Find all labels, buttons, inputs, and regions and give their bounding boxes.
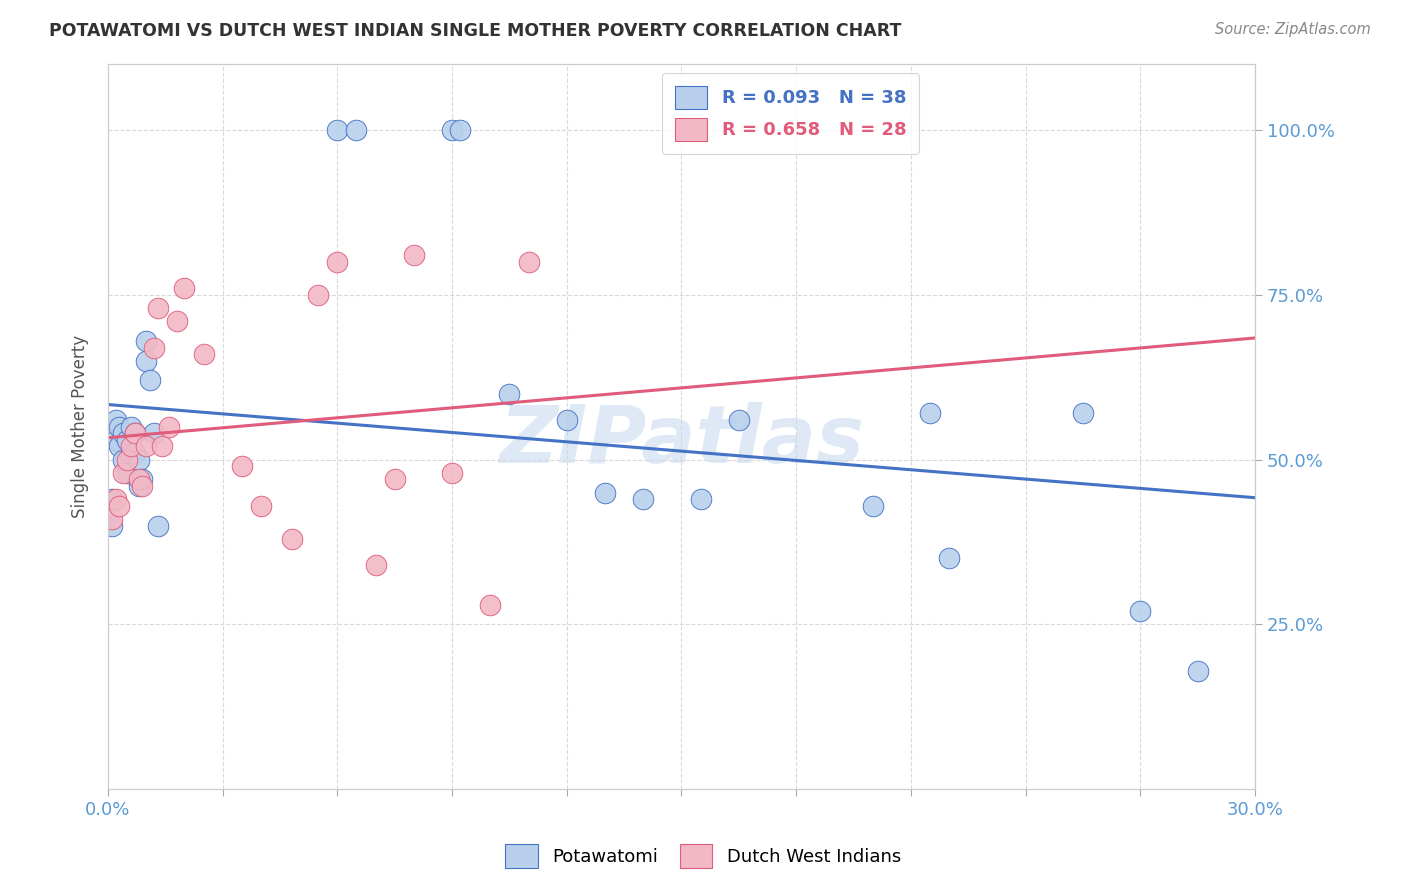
Text: ZIPatlas: ZIPatlas: [499, 402, 863, 480]
Point: [307, 287, 329, 301]
Point: [135, 439, 157, 453]
Point: [124, 426, 146, 441]
Point: [1071, 407, 1094, 421]
Point: [1187, 664, 1209, 678]
Point: [326, 255, 349, 269]
Point: [124, 446, 146, 460]
Point: [157, 419, 180, 434]
Text: Source: ZipAtlas.com: Source: ZipAtlas.com: [1215, 22, 1371, 37]
Point: [498, 386, 520, 401]
Point: [131, 479, 153, 493]
Point: [120, 446, 142, 460]
Point: [146, 301, 169, 315]
Point: [128, 479, 150, 493]
Point: [326, 123, 349, 137]
Point: [173, 281, 195, 295]
Point: [104, 492, 127, 507]
Point: [250, 499, 273, 513]
Point: [280, 532, 302, 546]
Point: [441, 466, 464, 480]
Point: [727, 413, 749, 427]
Point: [101, 512, 124, 526]
Point: [449, 123, 471, 137]
Point: [139, 374, 162, 388]
Point: [862, 499, 884, 513]
Point: [108, 439, 131, 453]
Point: [112, 452, 135, 467]
Point: [441, 123, 464, 137]
Point: [479, 598, 502, 612]
Point: [918, 407, 941, 421]
Point: [231, 459, 253, 474]
Point: [128, 472, 150, 486]
Point: [593, 485, 616, 500]
Point: [346, 123, 368, 137]
Y-axis label: Single Mother Poverty: Single Mother Poverty: [72, 335, 89, 518]
Legend: R = 0.093   N = 38, R = 0.658   N = 28: R = 0.093 N = 38, R = 0.658 N = 28: [662, 73, 920, 153]
Legend: Potawatomi, Dutch West Indians: Potawatomi, Dutch West Indians: [495, 834, 911, 879]
Point: [193, 347, 215, 361]
Point: [364, 558, 387, 572]
Point: [142, 426, 165, 441]
Point: [689, 492, 711, 507]
Point: [384, 472, 406, 486]
Point: [146, 518, 169, 533]
Point: [135, 334, 157, 348]
Point: [112, 466, 135, 480]
Point: [104, 413, 127, 427]
Point: [1129, 604, 1152, 618]
Point: [112, 426, 135, 441]
Point: [938, 551, 960, 566]
Point: [142, 341, 165, 355]
Point: [115, 466, 138, 480]
Text: POTAWATOMI VS DUTCH WEST INDIAN SINGLE MOTHER POVERTY CORRELATION CHART: POTAWATOMI VS DUTCH WEST INDIAN SINGLE M…: [49, 22, 901, 40]
Point: [104, 433, 127, 447]
Point: [131, 472, 153, 486]
Point: [101, 518, 124, 533]
Point: [101, 492, 124, 507]
Point: [128, 452, 150, 467]
Point: [402, 248, 425, 262]
Point: [120, 439, 142, 453]
Point: [166, 314, 188, 328]
Point: [150, 439, 173, 453]
Point: [115, 433, 138, 447]
Point: [555, 413, 578, 427]
Point: [135, 353, 157, 368]
Point: [108, 499, 131, 513]
Point: [124, 426, 146, 441]
Point: [108, 419, 131, 434]
Point: [115, 452, 138, 467]
Point: [631, 492, 654, 507]
Point: [517, 255, 540, 269]
Point: [120, 419, 142, 434]
